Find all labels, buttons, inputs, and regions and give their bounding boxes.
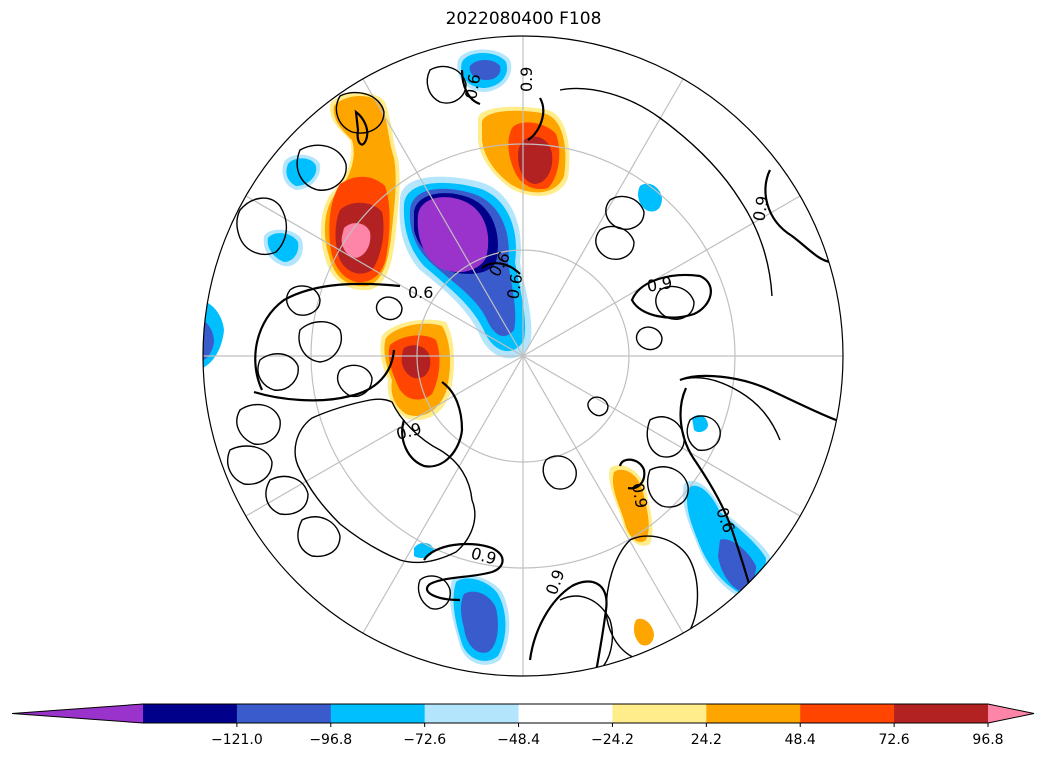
anomaly-fill-layer (203, 49, 770, 665)
colorbar-tick-label: 72.6 (879, 732, 910, 748)
map-title: 2022080400 F108 (445, 9, 602, 29)
contour-lines (253, 69, 837, 673)
colorbar-tick-label: −96.8 (309, 732, 352, 748)
colorbar-swatch (894, 704, 989, 723)
colorbar-tick-label: −24.2 (591, 732, 634, 748)
colorbar-swatch (236, 704, 332, 723)
colorbar: −121.0 −96.8 −72.6 −48.4 −24.2 24.2 48.4 72.6 96… (11, 703, 1035, 748)
colorbar-swatch (330, 704, 426, 723)
colorbar-extend-low (12, 704, 143, 723)
colorbar-swatch (800, 704, 895, 723)
map-boundary (202, 35, 844, 677)
colorbar-tick-label: 24.2 (691, 732, 722, 748)
colorbar-swatch (143, 704, 238, 723)
colorbar-tick-label: −48.4 (497, 732, 540, 748)
contour-label: 0.9 (628, 481, 651, 509)
map-disk: 0.6 0.9 0.6 0.6 0.9 0.9 0.6 0.9 0.9 0.9 … (203, 36, 843, 676)
contour-label: 0.6 (408, 283, 433, 302)
colorbar-swatch (706, 704, 801, 723)
colorbar-swatch (612, 704, 707, 723)
contour-label: 0.9 (517, 67, 536, 92)
colorbar-tick-label: 96.8 (972, 732, 1003, 748)
colorbar-tick-label: −121.0 (211, 732, 263, 748)
colorbar-outline (11, 703, 1035, 724)
contour-label: 0.6 (503, 272, 526, 300)
colorbar-extend-high (988, 704, 1034, 723)
coastlines (226, 65, 781, 671)
colorbar-tick-label: −72.6 (403, 732, 446, 748)
colorbar-swatch (424, 704, 520, 723)
positive-anomaly-core-west (341, 223, 371, 258)
contour-label: 0.9 (749, 194, 772, 222)
colorbar-swatch (518, 704, 613, 723)
contour-label: 0.9 (645, 273, 673, 296)
positive-anomaly-core-center (401, 345, 431, 379)
positive-anomaly-core-top (518, 136, 553, 184)
colorbar-tick-label: 48.4 (785, 732, 816, 748)
contour-label: 0.6 (461, 72, 484, 100)
